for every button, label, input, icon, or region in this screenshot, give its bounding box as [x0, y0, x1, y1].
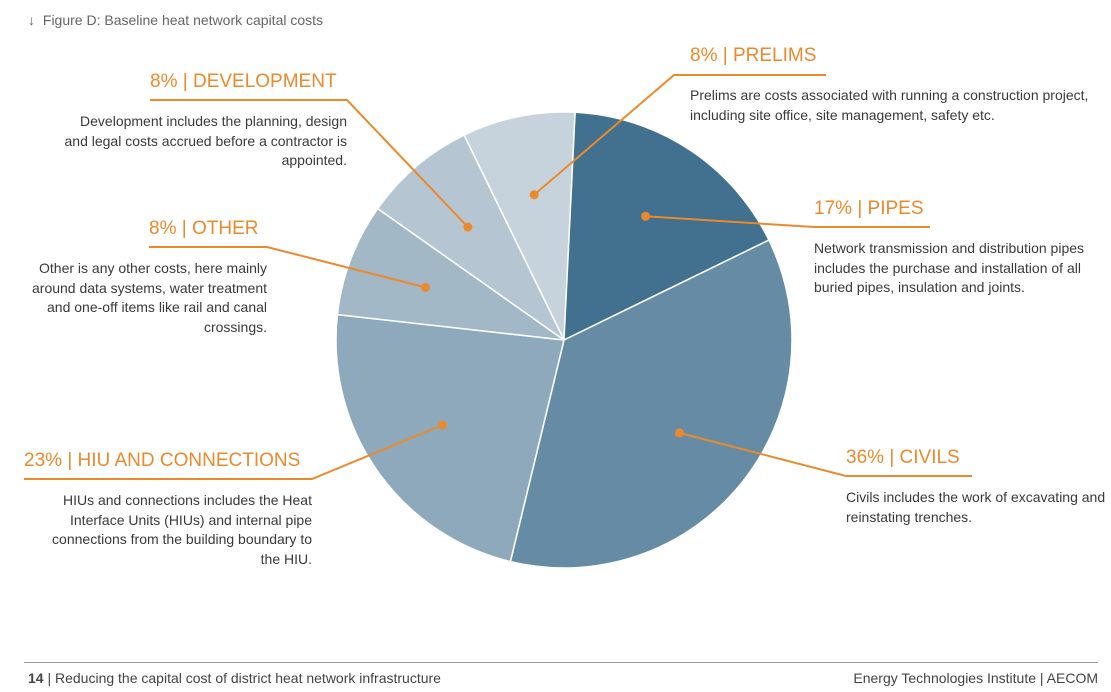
- hiu-label: HIU AND CONNECTIONS: [77, 450, 301, 471]
- document-title: Reducing the capital cost of district he…: [55, 670, 441, 686]
- page-number: 14: [28, 670, 44, 686]
- footer-left: 14 | Reducing the capital cost of distri…: [28, 670, 441, 686]
- other-label: OTHER: [191, 218, 259, 239]
- leader-line-hiu-and-connections: [24, 424, 443, 480]
- other-heading: 8% | OTHER: [149, 218, 258, 240]
- leader-dot-civils: [675, 428, 684, 438]
- footer-separator: |: [47, 670, 52, 686]
- figure-title: ↓ Figure D: Baseline heat network capita…: [28, 12, 323, 28]
- footer-publisher: Energy Technologies Institute | AECOM: [853, 670, 1098, 686]
- leader-line-development: [150, 99, 469, 228]
- leader-dot-other: [421, 282, 430, 292]
- hiu-heading: 23% | HIU AND CONNECTIONS: [24, 450, 300, 472]
- prelims-heading: 8% | PRELIMS: [690, 45, 816, 67]
- civils-heading: 36% | CIVILS: [846, 447, 960, 469]
- heading-separator: |: [857, 198, 863, 219]
- other-percent: 8%: [149, 218, 177, 239]
- leader-dot-pipes: [641, 211, 651, 221]
- leader-line-other: [149, 246, 426, 289]
- pipes-label: PIPES: [867, 198, 924, 219]
- heading-separator: |: [181, 218, 187, 239]
- heading-separator: |: [722, 45, 728, 66]
- pie-slice-prelims: [463, 111, 576, 341]
- civils-description: Civils includes the work of excavating a…: [846, 489, 1106, 525]
- hiu-description: HIUs and connections includes the Heat I…: [52, 492, 312, 567]
- pipes-percent: 17%: [814, 198, 853, 219]
- leader-line-pipes: [645, 215, 930, 228]
- other-description: Other is any other costs, here mainly ar…: [32, 260, 267, 335]
- heading-separator: |: [889, 447, 895, 468]
- leader-line-civils: [679, 431, 972, 477]
- prelims-description: Prelims are costs associated with runnin…: [690, 87, 1089, 123]
- heading-separator: |: [182, 71, 188, 92]
- civils-label: CIVILS: [899, 447, 960, 468]
- development-label: DEVELOPMENT: [192, 71, 337, 92]
- development-percent: 8%: [150, 71, 178, 92]
- pipes-heading: 17% | PIPES: [814, 198, 924, 220]
- pie-slice-hiu-and-connections: [335, 313, 565, 563]
- leader-dot-development: [463, 222, 473, 232]
- development-description: Development includes the planning, desig…: [64, 113, 348, 168]
- pie-slice-other: [336, 207, 565, 341]
- footer-divider: [24, 662, 1098, 663]
- pie-slice-development: [376, 134, 565, 341]
- pie-slice-pipes: [563, 111, 770, 342]
- prelims-label: PRELIMS: [732, 45, 817, 66]
- leader-dot-hiu-and-connections: [438, 420, 448, 430]
- arrow-down-icon: ↓: [28, 12, 35, 28]
- pipes-description: Network transmission and distribution pi…: [814, 240, 1085, 295]
- civils-percent: 36%: [846, 447, 885, 468]
- leader-dot-prelims: [529, 190, 539, 200]
- pie-slice-civils: [509, 239, 793, 569]
- heading-separator: |: [67, 450, 73, 471]
- development-heading: 8% | DEVELOPMENT: [150, 71, 337, 93]
- leader-line-prelims: [533, 74, 826, 196]
- hiu-percent: 23%: [24, 450, 63, 471]
- prelims-percent: 8%: [690, 45, 718, 66]
- figure-title-text: Figure D: Baseline heat network capital …: [42, 12, 324, 28]
